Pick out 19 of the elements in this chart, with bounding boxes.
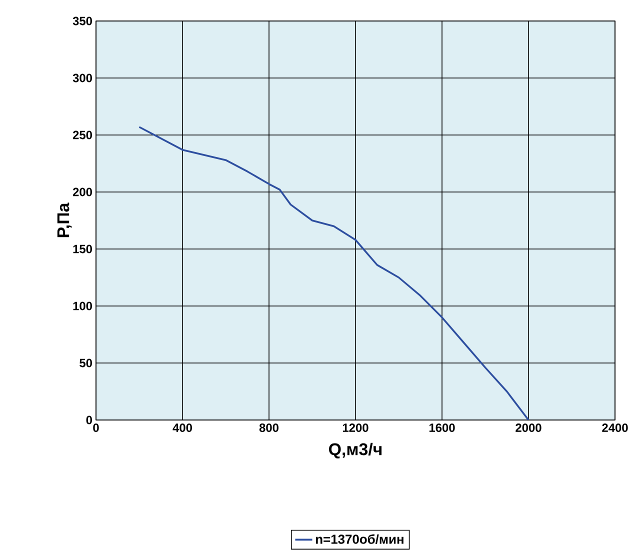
y-tick-label: 250 [72, 130, 92, 140]
x-tick-label: 1200 [342, 424, 368, 432]
y-tick-label: 50 [80, 358, 92, 368]
y-tick-label: 300 [72, 74, 92, 82]
y-tick-label: 100 [73, 302, 92, 310]
x-tick-label: 400 [172, 424, 192, 432]
line-series [138, 126, 530, 420]
y-tick-label: 350 [72, 16, 92, 26]
y-tick-label: 200 [72, 188, 92, 196]
x-tick-label: 1600 [429, 424, 455, 432]
x-axis-title: Q,м3/ч [329, 442, 382, 458]
y-tick-label: 0 [86, 416, 92, 424]
y-axis-title: P,Па [57, 202, 72, 238]
y-tick-label: 150 [73, 244, 92, 254]
legend-label: n=1370об/мин [316, 534, 404, 544]
x-tick-label: 2400 [602, 424, 628, 432]
x-tick-label: 800 [259, 424, 278, 432]
x-tick-label: 2000 [516, 424, 542, 432]
x-tick-label: 0 [93, 424, 99, 432]
